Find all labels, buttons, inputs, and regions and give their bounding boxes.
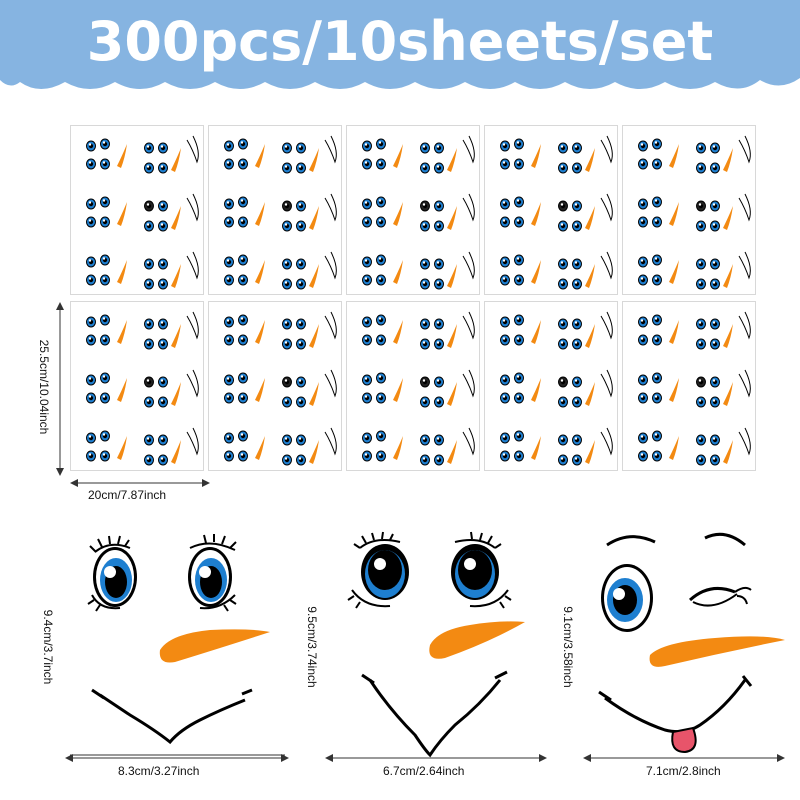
face-1-height-label: 9.4cm/3.7inch (41, 609, 55, 685)
sheet-height-arrow (56, 302, 64, 476)
face-2-nose (429, 621, 525, 659)
title-banner: 300pcs/10sheets/set (0, 0, 800, 130)
face-1-eyes (87, 534, 237, 612)
snowman-face-1 (70, 534, 285, 756)
face-3-mouth (604, 679, 747, 734)
face-2-mouth (368, 679, 502, 758)
sheet-height-label: 25.5cm/10.04inch (37, 339, 51, 435)
face-width-arrows (65, 754, 785, 762)
sticker-sheet (622, 301, 756, 471)
sticker-sheet (208, 125, 342, 295)
sticker-sheet (484, 301, 618, 471)
face-3-eyes (601, 532, 752, 632)
face-1-nose (159, 629, 270, 663)
sticker-sheet (346, 301, 480, 471)
face-3-tongue (671, 726, 697, 754)
sticker-sheet (70, 125, 204, 295)
sticker-sheet (346, 125, 480, 295)
sheet-width-arrow (70, 479, 210, 487)
face-1-width-label: 8.3cm/3.27inch (118, 764, 200, 778)
sticker-sheets-grid (70, 125, 760, 475)
sticker-sheet (484, 125, 618, 295)
face-2-height-label: 9.5cm/3.74inch (305, 606, 319, 688)
face-3-height-label: 9.1cm/3.58inch (561, 606, 575, 688)
sticker-sheet (208, 301, 342, 471)
snowman-face-3 (598, 532, 785, 754)
face-1-mouth (99, 693, 246, 745)
banner-title: 300pcs/10sheets/set (86, 10, 714, 73)
sheet-width-label: 20cm/7.87inch (88, 488, 167, 502)
sticker-sheet (622, 125, 756, 295)
face-2-eyes (347, 531, 512, 609)
face-3-width-label: 7.1cm/2.8inch (646, 764, 721, 778)
face-3-nose (649, 636, 785, 667)
sticker-sheet (70, 301, 204, 471)
snowman-face-2 (347, 531, 525, 758)
face-2-width-label: 6.7cm/2.64inch (383, 764, 465, 778)
